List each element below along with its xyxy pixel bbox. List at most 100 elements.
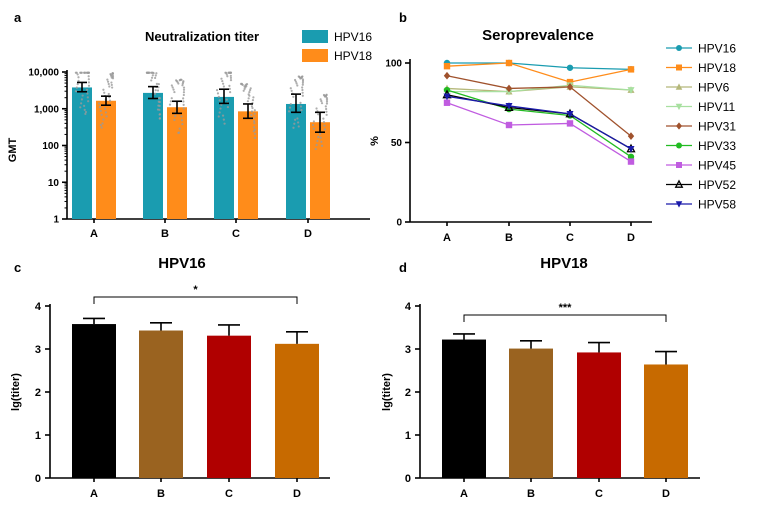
bar-d-b <box>509 348 553 478</box>
data-point-hpv18 <box>177 82 180 85</box>
bar-hpv16-d <box>286 103 306 219</box>
data-point-hpv16 <box>158 108 161 111</box>
data-point-hpv45 <box>566 120 574 127</box>
bar-hpv16-b <box>143 92 163 219</box>
legend-label-b: HPV6 <box>698 81 730 95</box>
data-point-hpv16 <box>83 104 86 107</box>
legend-marker-hpv31 <box>676 122 682 130</box>
data-point-hpv18 <box>320 144 324 147</box>
data-point-hpv18 <box>319 98 322 101</box>
data-point-hpv18 <box>315 107 318 110</box>
data-point-hpv16 <box>150 79 153 82</box>
data-point-hpv16 <box>290 89 293 93</box>
data-point-hpv16 <box>220 103 223 106</box>
y-tick-label-c: 0 <box>35 473 41 485</box>
y-axis-label-d: lg(titer) <box>381 373 393 411</box>
data-point-hpv16 <box>83 108 86 111</box>
data-point-hpv16 <box>220 77 223 80</box>
legend-swatch-a-hpv18 <box>302 49 328 62</box>
significance-label-c: * <box>193 284 198 296</box>
data-point-hpv16 <box>227 71 230 74</box>
y-tick-label-d: 1 <box>405 430 411 442</box>
x-tick-label-a: D <box>304 228 312 240</box>
data-point-hpv18 <box>253 116 256 119</box>
data-point-hpv18 <box>319 136 322 139</box>
data-point-hpv16 <box>287 110 291 113</box>
data-point-hpv16 <box>158 104 161 107</box>
data-point-hpv16 <box>222 85 225 88</box>
data-point-hpv18 <box>253 136 257 139</box>
legend-marker-hpv58 <box>675 201 683 208</box>
data-point-hpv18 <box>182 103 185 106</box>
data-point-hpv16 <box>293 122 296 125</box>
data-point-hpv18 <box>182 97 185 100</box>
data-point-hpv16 <box>295 82 298 85</box>
legend-label-a: HPV18 <box>334 49 372 63</box>
data-point-hpv18 <box>251 106 254 110</box>
data-point-hpv16 <box>299 101 302 105</box>
data-point-hpv31 <box>505 84 513 93</box>
bar-hpv16-c <box>214 96 234 219</box>
bar-hpv16-a <box>72 87 92 219</box>
data-point-hpv18 <box>250 105 254 108</box>
data-point-hpv16 <box>86 92 89 95</box>
data-point-hpv18 <box>182 100 185 103</box>
data-point-hpv45 <box>505 121 513 129</box>
data-point-hpv52 <box>504 102 514 112</box>
data-point-hpv18 <box>323 124 326 127</box>
x-tick-label-a: B <box>161 228 169 240</box>
data-point-hpv18 <box>252 96 255 99</box>
data-point-hpv18 <box>111 86 114 89</box>
data-point-hpv18 <box>312 120 315 123</box>
legend-label-b: HPV52 <box>698 178 736 192</box>
y-tick-label-a: 100 <box>42 141 59 152</box>
panel-label-c: c <box>14 260 21 275</box>
y-tick-label-a: 1,000 <box>34 104 59 115</box>
data-point-hpv16 <box>289 102 292 106</box>
bar-hpv18-a <box>96 100 116 219</box>
data-point-hpv16 <box>301 88 304 92</box>
data-point-hpv31 <box>443 71 451 80</box>
data-point-hpv18 <box>102 118 105 121</box>
data-point-hpv18 <box>103 91 106 94</box>
x-tick-label-b: D <box>627 232 635 244</box>
x-tick-label-c: B <box>157 488 165 500</box>
chart-title-d: HPV18 <box>540 255 588 272</box>
data-point-hpv16 <box>297 121 300 124</box>
x-tick-label-d: A <box>460 488 468 500</box>
legend-label-b: HPV11 <box>698 100 735 114</box>
data-point-hpv16 <box>79 106 82 109</box>
series-line-hpv6 <box>446 86 632 93</box>
data-point-hpv16 <box>87 81 91 84</box>
legend-marker-hpv52 <box>674 179 684 188</box>
data-point-hpv18 <box>253 126 256 129</box>
data-point-hpv18 <box>108 85 111 88</box>
data-point-hpv18 <box>325 110 328 113</box>
data-point-hpv18 <box>182 80 185 83</box>
legend-label-b: HPV45 <box>698 159 736 173</box>
bar-c-c <box>207 335 251 478</box>
data-point-hpv16 <box>222 118 225 121</box>
legend-marker-hpv6 <box>675 83 683 90</box>
data-point-hpv31 <box>566 83 574 91</box>
x-tick-label-a: C <box>232 228 240 240</box>
y-tick-label-a: 1 <box>53 215 59 226</box>
data-point-hpv18 <box>172 88 175 91</box>
significance-bracket-d <box>463 314 667 322</box>
legend-swatch-a-hpv16 <box>302 30 328 43</box>
data-point-hpv16 <box>219 107 222 110</box>
data-point-hpv18 <box>182 107 185 110</box>
data-point-hpv16 <box>75 71 78 74</box>
data-point-hpv16 <box>221 79 224 83</box>
data-point-hpv18 <box>177 131 180 135</box>
legend-label-b: HPV16 <box>698 42 736 56</box>
data-point-hpv16 <box>74 90 78 93</box>
data-point-hpv18 <box>249 87 252 90</box>
data-point-hpv18 <box>169 100 172 103</box>
data-point-hpv18 <box>173 118 176 122</box>
data-point-hpv16 <box>218 111 221 114</box>
data-point-hpv18 <box>170 84 173 87</box>
legend-label-b: HPV33 <box>698 139 736 153</box>
data-point-hpv18 <box>98 106 101 109</box>
